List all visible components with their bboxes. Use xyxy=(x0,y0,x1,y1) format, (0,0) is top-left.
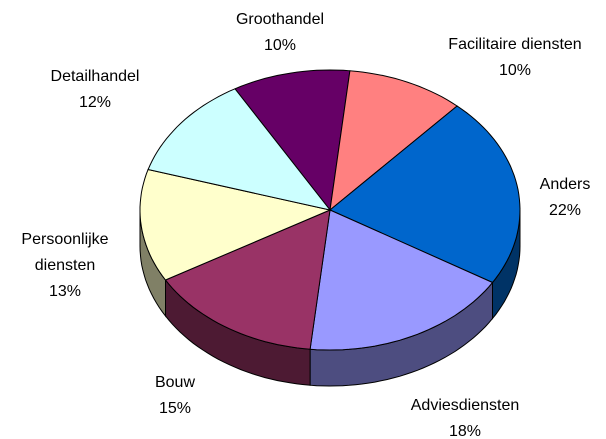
category-label: Bouw xyxy=(154,374,196,391)
slice xyxy=(164,209,331,350)
slice xyxy=(234,69,351,212)
data-label: Bouw 15% xyxy=(155,370,195,422)
data-label: Anders 22% xyxy=(540,172,591,224)
category-label: Groothandel xyxy=(235,11,325,28)
category-label: Facilitaire diensten xyxy=(448,36,582,53)
category-label: Anders xyxy=(539,176,591,193)
value-label: 12% xyxy=(78,94,112,111)
slice xyxy=(309,209,494,351)
data-label: Adviesdiensten 18% xyxy=(411,393,520,439)
slice xyxy=(147,88,332,211)
data-label: Persoonlijke diensten 13% xyxy=(5,227,125,305)
data-label: Facilitaire diensten 10% xyxy=(448,32,581,84)
slice xyxy=(329,105,521,284)
slice xyxy=(329,70,458,212)
category-label: Adviesdiensten xyxy=(410,397,520,414)
slice xyxy=(139,168,332,281)
data-label: Groothandel 10% xyxy=(236,7,324,59)
category-label: Persoonlijke diensten xyxy=(21,231,109,274)
data-label: Detailhandel 12% xyxy=(51,64,140,116)
value-label: 10% xyxy=(498,62,532,79)
value-label: 15% xyxy=(158,400,192,417)
value-label: 22% xyxy=(548,202,582,219)
category-label: Detailhandel xyxy=(50,68,140,85)
value-label: 18% xyxy=(448,423,482,439)
value-label: 13% xyxy=(48,283,82,300)
value-label: 10% xyxy=(263,37,297,54)
